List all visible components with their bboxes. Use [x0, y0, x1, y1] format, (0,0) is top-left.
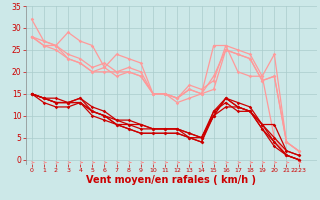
X-axis label: Vent moyen/en rafales ( km/h ): Vent moyen/en rafales ( km/h ) [86, 175, 256, 185]
